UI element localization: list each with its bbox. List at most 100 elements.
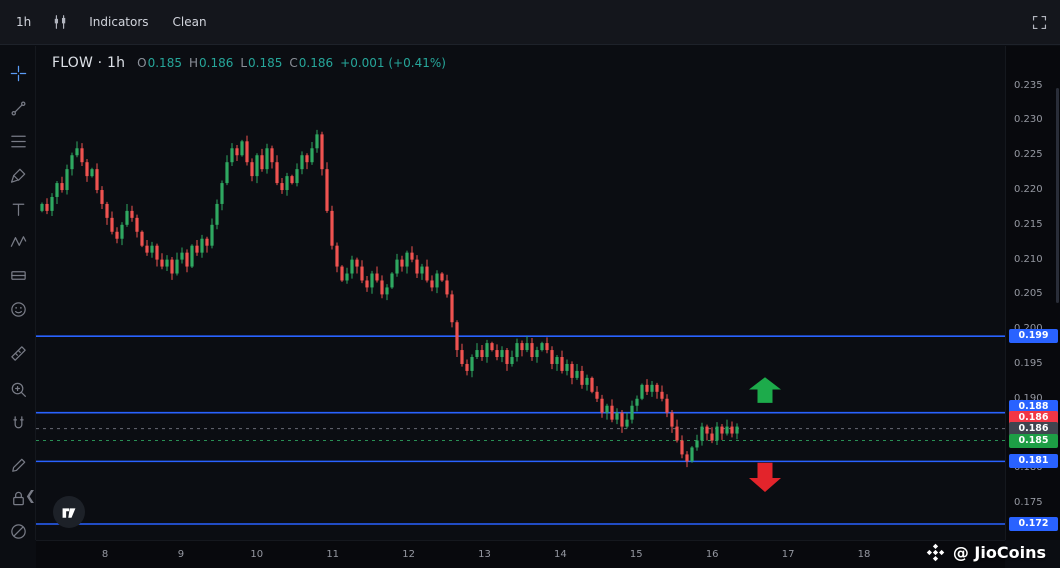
candle-body <box>555 357 559 364</box>
candle-body <box>490 343 494 351</box>
candle-body <box>110 217 114 232</box>
candle-body <box>345 273 349 281</box>
candle-body <box>55 183 59 197</box>
tradingview-logo[interactable] <box>53 496 85 528</box>
open-value: 0.185 <box>147 56 182 70</box>
candle-body <box>430 280 434 288</box>
long-position-icon[interactable] <box>6 263 30 287</box>
candle-body <box>680 440 684 455</box>
candle-body <box>710 433 714 441</box>
arrow-up-annotation[interactable] <box>749 377 781 403</box>
crosshair-icon[interactable] <box>6 61 30 85</box>
lock-icon[interactable] <box>6 486 30 510</box>
text-icon[interactable] <box>6 197 30 221</box>
candle-body <box>415 259 419 274</box>
candle-body <box>365 280 369 288</box>
price-tick: 0.215 <box>1014 218 1043 230</box>
symbol-title[interactable]: FLOW · 1h <box>52 55 126 71</box>
candle-body <box>200 238 204 253</box>
price-tick: 0.220 <box>1014 184 1043 196</box>
candle-body <box>530 343 534 358</box>
candle-body <box>255 155 259 177</box>
candle-body <box>440 273 444 281</box>
candle-body <box>510 357 514 364</box>
fullscreen-icon[interactable] <box>1031 14 1048 31</box>
candle-body <box>480 350 484 358</box>
drawing-toolbar: ❮ <box>0 46 36 540</box>
candle-body <box>65 169 69 191</box>
candle-body <box>75 148 79 156</box>
candle-body <box>410 252 414 260</box>
candle-body <box>420 266 424 274</box>
candle-body <box>535 350 539 358</box>
candle-body <box>525 343 529 351</box>
candle-body <box>330 210 334 246</box>
candle-body <box>390 273 394 288</box>
candle-body <box>205 238 209 246</box>
trend-line-icon[interactable] <box>6 96 30 120</box>
candle-body <box>560 357 564 371</box>
candle-body <box>155 245 159 260</box>
zoom-in-icon[interactable] <box>6 377 30 401</box>
candle-body <box>400 259 404 267</box>
arrow-down-annotation[interactable] <box>749 462 781 492</box>
price-label-gray: 0.186 <box>1009 421 1058 436</box>
candle-body <box>595 391 599 399</box>
price-axis[interactable]: 0.235 0.230 0.225 0.220 0.215 0.210 0.205 0.200… <box>1005 46 1060 540</box>
candle-body <box>650 384 654 392</box>
candle-body <box>245 141 249 163</box>
candle-body <box>175 259 179 274</box>
candle-body <box>240 141 244 156</box>
candle-body <box>250 162 254 177</box>
candle-body <box>100 190 104 204</box>
candle-body <box>165 259 169 267</box>
time-axis[interactable]: 8 9 10 11 12 13 14 15 16 17 18 <box>36 540 1005 568</box>
candle-body <box>320 134 324 170</box>
low-value: 0.185 <box>248 56 283 70</box>
candle-body <box>90 169 94 177</box>
price-tick: 0.175 <box>1014 497 1043 509</box>
candle-body <box>265 148 269 170</box>
candle-body <box>685 454 689 462</box>
candle-body <box>545 343 549 351</box>
brush-icon[interactable] <box>6 163 30 187</box>
xabcd-pattern-icon[interactable] <box>6 229 30 253</box>
price-scale-scrollbar[interactable] <box>1056 88 1059 303</box>
indicators-button[interactable]: Indicators <box>85 12 152 32</box>
chart-area: FLOW · 1h O0.185 H0.186 L0.185 C0.186 +0.001… <box>36 46 1005 540</box>
measure-icon[interactable] <box>6 341 30 365</box>
magnet-icon[interactable] <box>6 411 30 435</box>
candles-style-icon[interactable] <box>51 13 69 31</box>
candle-body <box>125 210 129 225</box>
fib-retracement-icon[interactable] <box>6 129 30 153</box>
price-tick: 0.225 <box>1014 149 1043 161</box>
candle-body <box>150 245 154 253</box>
collapse-toolbar-icon[interactable]: ❮ <box>25 489 36 504</box>
candle-body <box>285 176 289 191</box>
candle-body <box>290 176 294 184</box>
clean-button[interactable]: Clean <box>169 12 211 32</box>
candle-body <box>215 203 219 225</box>
price-tick: 0.205 <box>1014 288 1043 300</box>
candle-body <box>615 412 619 420</box>
candlestick-chart[interactable] <box>36 46 1005 540</box>
watermark-text: @ JioCoins <box>952 543 1046 562</box>
candle-body <box>460 350 464 364</box>
candle-body <box>725 426 729 434</box>
candle-body <box>355 259 359 267</box>
candle-body <box>690 447 694 462</box>
emoji-icon[interactable] <box>6 297 30 321</box>
candle-body <box>170 259 174 274</box>
low-label: L <box>240 56 248 70</box>
hide-icon[interactable] <box>6 519 30 543</box>
price-tick: 0.235 <box>1014 79 1043 91</box>
pencil-icon[interactable] <box>6 453 30 477</box>
candle-body <box>185 252 189 267</box>
candle-body <box>705 426 709 434</box>
candle-body <box>655 384 659 392</box>
interval-button[interactable]: 1h <box>12 12 35 32</box>
candle-body <box>630 405 634 420</box>
candle-body <box>610 405 614 420</box>
price-tick: 0.195 <box>1014 357 1043 369</box>
